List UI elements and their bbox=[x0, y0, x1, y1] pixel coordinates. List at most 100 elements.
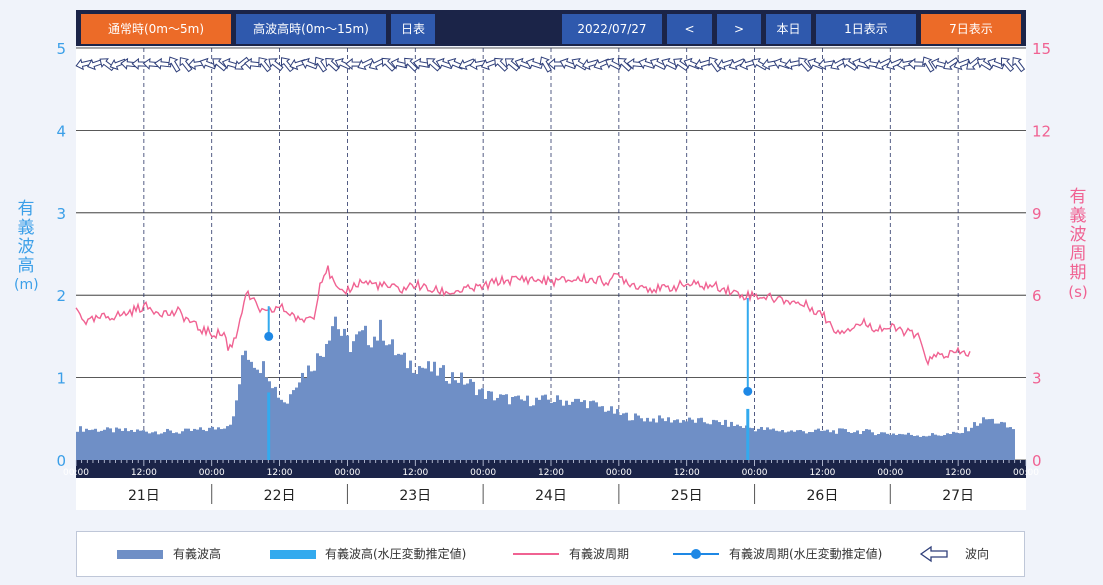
wave-height-bar bbox=[280, 399, 283, 460]
wave-height-bar bbox=[544, 394, 547, 460]
wave-height-bar bbox=[511, 397, 514, 460]
wave-height-bar bbox=[706, 423, 709, 460]
wave-height-bar bbox=[877, 434, 880, 460]
wave-height-bar bbox=[127, 431, 130, 460]
arrow-shape bbox=[258, 57, 272, 73]
wave-height-bar bbox=[871, 432, 874, 460]
wave-height-bar bbox=[265, 377, 268, 460]
time-tick-label: 12:00 bbox=[945, 468, 971, 478]
wave-height-bar bbox=[256, 369, 259, 460]
wave-height-bar bbox=[388, 344, 391, 460]
wave-height-bar bbox=[178, 433, 181, 460]
wave-height-bar bbox=[481, 388, 484, 460]
wave-height-bar bbox=[376, 340, 379, 460]
wave-height-bar bbox=[880, 432, 883, 460]
today-button[interactable]: 本日 bbox=[766, 14, 811, 44]
wave-height-bar bbox=[913, 435, 916, 460]
wave-direction-arrow-icon bbox=[280, 57, 294, 73]
high-wave-range-button[interactable]: 高波高時(0m〜15m) bbox=[236, 14, 386, 44]
wave-height-bar bbox=[433, 361, 436, 460]
wave-height-bar bbox=[922, 435, 925, 460]
wave-height-bar bbox=[241, 355, 244, 460]
wave-direction-arrow-icon bbox=[212, 58, 228, 72]
wave-height-bar bbox=[253, 367, 256, 460]
legend-wave-height: 有義波高 bbox=[173, 547, 222, 561]
right-tick-label: 9 bbox=[1032, 205, 1042, 223]
wave-height-bar bbox=[724, 419, 727, 460]
wave-height-bar bbox=[634, 413, 637, 460]
time-axis-strip bbox=[76, 460, 1026, 478]
wave-period-pressure-dot bbox=[264, 331, 274, 341]
prev-button[interactable]: < bbox=[667, 14, 712, 44]
wave-height-bar bbox=[901, 434, 904, 460]
wave-direction-arrow-icon bbox=[966, 56, 982, 70]
wave-height-bar bbox=[442, 365, 445, 460]
next-button[interactable]: > bbox=[717, 14, 761, 44]
wave-height-bar bbox=[124, 428, 127, 460]
wave-height-bar bbox=[688, 417, 691, 460]
arrow-shape bbox=[841, 58, 858, 71]
wave-height-bar bbox=[667, 417, 670, 460]
wave-height-bar bbox=[832, 430, 835, 460]
arrow-shape bbox=[525, 57, 543, 70]
wave-height-bar bbox=[475, 395, 478, 460]
wave-height-bar bbox=[553, 402, 556, 460]
wave-height-bar bbox=[187, 428, 190, 460]
wave-height-bar bbox=[808, 432, 811, 460]
wave-direction-arrow-icon bbox=[314, 56, 328, 73]
wave-height-bar bbox=[415, 374, 418, 460]
wave-height-bar bbox=[694, 422, 697, 460]
daily-table-button[interactable]: 日表 bbox=[391, 14, 435, 44]
wave-height-bar bbox=[412, 372, 415, 460]
wave-height-bar bbox=[628, 420, 631, 460]
arrow-shape bbox=[381, 57, 396, 72]
wave-height-bar bbox=[328, 340, 331, 460]
left-axis-title-char: 有 bbox=[17, 199, 35, 219]
wave-height-bar bbox=[673, 420, 676, 460]
wave-height-bar bbox=[610, 406, 613, 460]
wave-height-bar bbox=[502, 394, 505, 460]
wave-height-bar bbox=[754, 431, 757, 460]
arrow-shape bbox=[953, 58, 971, 71]
legend-swatch-wave-period bbox=[513, 553, 559, 555]
wave-height-bar bbox=[646, 417, 649, 460]
wave-height-bar bbox=[478, 389, 481, 460]
arrow-shape bbox=[179, 57, 193, 73]
wave-height-bar bbox=[166, 428, 169, 460]
arrow-shape bbox=[673, 58, 689, 71]
wave-height-bar bbox=[805, 433, 808, 460]
seven-day-view-button[interactable]: 7日表示 bbox=[921, 14, 1021, 44]
one-day-view-button[interactable]: 1日表示 bbox=[816, 14, 916, 44]
wave-height-bar bbox=[742, 427, 745, 460]
wave-height-bar bbox=[838, 428, 841, 460]
time-tick-label: 00:00 bbox=[1013, 468, 1039, 478]
wave-height-bar bbox=[769, 429, 772, 460]
wave-height-bar bbox=[982, 417, 985, 460]
wave-height-bar bbox=[988, 419, 991, 460]
date-display[interactable]: 2022/07/27 bbox=[562, 14, 662, 44]
time-tick-label: 00:00 bbox=[606, 468, 632, 478]
wave-height-bar bbox=[568, 404, 571, 460]
wave-height-bar bbox=[277, 397, 280, 460]
wave-height-bar bbox=[844, 429, 847, 460]
wave-height-bar bbox=[403, 352, 406, 460]
wave-height-bar bbox=[784, 432, 787, 460]
arrow-shape bbox=[617, 58, 633, 72]
wave-direction-arrow-icon bbox=[605, 57, 622, 71]
wave-direction-arrow-icon bbox=[539, 56, 552, 73]
wave-height-bar bbox=[907, 432, 910, 460]
wave-height-bar bbox=[520, 399, 523, 460]
wave-height-bar bbox=[928, 435, 931, 460]
wave-height-bar bbox=[352, 341, 355, 460]
wave-height-bar bbox=[640, 418, 643, 460]
normal-range-button[interactable]: 通常時(0m〜5m) bbox=[81, 14, 231, 44]
wave-height-bar bbox=[550, 402, 553, 460]
wave-height-bar bbox=[406, 368, 409, 460]
wave-direction-arrow-icon bbox=[99, 58, 115, 72]
day-label: 22日 bbox=[264, 488, 296, 504]
wave-direction-arrow-icon bbox=[504, 58, 520, 72]
wave-height-bar bbox=[202, 429, 205, 460]
wave-height-bar bbox=[526, 395, 529, 460]
wave-height-bar bbox=[1000, 421, 1003, 460]
wave-height-bar bbox=[715, 420, 718, 460]
